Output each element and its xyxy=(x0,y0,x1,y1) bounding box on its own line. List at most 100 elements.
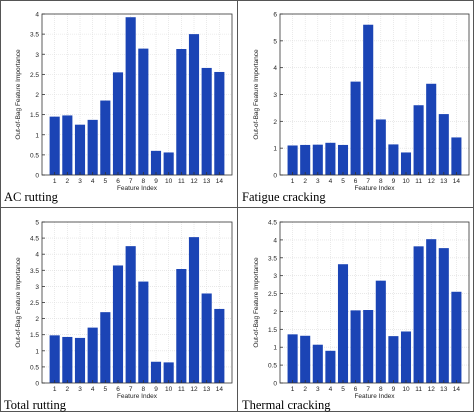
bar xyxy=(163,152,174,175)
x-tick-label: 9 xyxy=(154,178,158,185)
x-tick-label: 12 xyxy=(190,178,198,185)
x-axis-label: Feature Index xyxy=(117,185,158,190)
x-axis-label: Feature Index xyxy=(354,185,395,190)
x-tick-label: 7 xyxy=(366,178,370,185)
y-tick-label: 2.5 xyxy=(268,291,277,298)
x-tick-label: 14 xyxy=(216,386,224,393)
x-axis-label: Feature Index xyxy=(117,393,158,398)
y-tick-label: 4 xyxy=(35,252,39,259)
bar xyxy=(100,312,111,383)
bar xyxy=(413,246,424,383)
x-tick-label: 3 xyxy=(316,386,320,393)
bar xyxy=(150,150,162,175)
bar xyxy=(325,142,336,175)
x-axis-label: Feature Index xyxy=(354,393,395,398)
caption-ac-rutting: AC rutting xyxy=(4,190,58,204)
y-tick-label: 2.5 xyxy=(30,72,39,79)
y-tick-label: 3.5 xyxy=(30,268,39,275)
x-tick-label: 8 xyxy=(379,386,383,393)
caption-thermal-cracking: Thermal cracking xyxy=(242,398,331,412)
x-tick-label: 2 xyxy=(303,386,307,393)
y-axis-label: Out-of-Bag Feature Importance xyxy=(15,257,22,348)
bar xyxy=(163,362,174,383)
y-tick-label: 5 xyxy=(273,38,277,45)
chart-thermal-cracking: 00.511.522.533.544.51 2 3 4 5 6 7 8 9 10 11 12 13 14F… xyxy=(253,220,470,398)
bar xyxy=(413,105,424,175)
bar xyxy=(312,144,323,175)
y-tick-label: 2 xyxy=(35,92,39,99)
panel-thermal-cracking: 0 0.5 1 1.5 2 2.5 3 3.5 4 4.5 1 2 3 4 5 6 7 8 9 10 11 12 13 14 F… xyxy=(238,208,474,414)
bar xyxy=(100,100,111,175)
bar xyxy=(125,246,136,383)
x-tick-label: 6 xyxy=(116,386,120,393)
bar xyxy=(287,145,298,175)
bar xyxy=(287,334,298,383)
bar xyxy=(438,114,449,175)
x-tick-label: 2 xyxy=(303,178,307,185)
bar xyxy=(138,281,149,383)
x-tick-label: 2 xyxy=(66,386,70,393)
y-tick-label: 0 xyxy=(273,173,277,180)
x-tick-label: 8 xyxy=(142,178,146,185)
bar xyxy=(62,336,73,383)
x-tick-label: 10 xyxy=(402,386,410,393)
x-tick-label: 7 xyxy=(129,178,133,185)
x-tick-label: 1 xyxy=(291,178,295,185)
y-tick-label: 0 xyxy=(35,381,39,388)
x-tick-label: 10 xyxy=(165,178,173,185)
bar xyxy=(451,137,462,175)
x-tick-label: 14 xyxy=(453,178,461,185)
bar xyxy=(112,265,124,383)
y-tick-label: 1 xyxy=(35,132,39,139)
x-tick-label: 7 xyxy=(366,386,370,393)
bar xyxy=(438,248,449,383)
x-tick-label: 10 xyxy=(402,178,410,185)
bar xyxy=(400,331,412,383)
bar xyxy=(188,34,200,175)
x-tick-label: 2 xyxy=(66,178,70,185)
y-tick-label: 1 xyxy=(273,146,277,153)
x-tick-label: 14 xyxy=(216,178,224,185)
bar xyxy=(337,144,349,175)
x-tick-label: 7 xyxy=(129,386,133,393)
x-tick-label: 14 xyxy=(453,386,461,393)
x-tick-label: 5 xyxy=(341,178,345,185)
y-tick-label: 3 xyxy=(35,284,39,291)
bar xyxy=(150,361,162,383)
x-tick-label: 13 xyxy=(440,386,448,393)
axes-box xyxy=(279,221,470,384)
bar xyxy=(350,81,361,175)
y-axis-label: Out-of-Bag Feature Importance xyxy=(253,49,260,140)
bar xyxy=(400,152,412,175)
x-tick-label: 1 xyxy=(291,386,295,393)
x-tick-label: 6 xyxy=(354,178,358,185)
chart-ac-rutting: 00.511.522.533.541 2 3 4 5 6 7 8 9 10 11 12 13 14Feat… xyxy=(15,12,233,190)
bar xyxy=(49,116,60,175)
x-tick-label: 3 xyxy=(316,178,320,185)
bar xyxy=(62,115,73,175)
x-tick-label: 12 xyxy=(428,178,436,185)
y-tick-label: 0.5 xyxy=(268,363,277,370)
bar xyxy=(388,144,399,175)
x-tick-label: 5 xyxy=(104,178,108,185)
x-tick-label: 8 xyxy=(379,178,383,185)
x-tick-label: 13 xyxy=(440,178,448,185)
y-tick-label: 5 xyxy=(35,220,39,227)
x-tick-label: 9 xyxy=(392,178,396,185)
y-tick-label: 2 xyxy=(35,316,39,323)
bar xyxy=(325,350,336,383)
x-tick-label: 3 xyxy=(78,386,82,393)
bar xyxy=(375,119,386,175)
x-tick-label: 9 xyxy=(392,386,396,393)
x-tick-label: 5 xyxy=(341,386,345,393)
x-tick-label: 12 xyxy=(190,386,198,393)
bar xyxy=(363,310,374,383)
bar xyxy=(350,310,361,383)
bar xyxy=(74,337,86,383)
bar xyxy=(300,144,311,175)
bar xyxy=(49,335,60,383)
y-tick-label: 4.5 xyxy=(268,220,277,227)
y-axis-label: Out-of-Bag Feature Importance xyxy=(253,257,260,348)
x-tick-label: 4 xyxy=(329,386,333,393)
bar xyxy=(388,336,399,383)
